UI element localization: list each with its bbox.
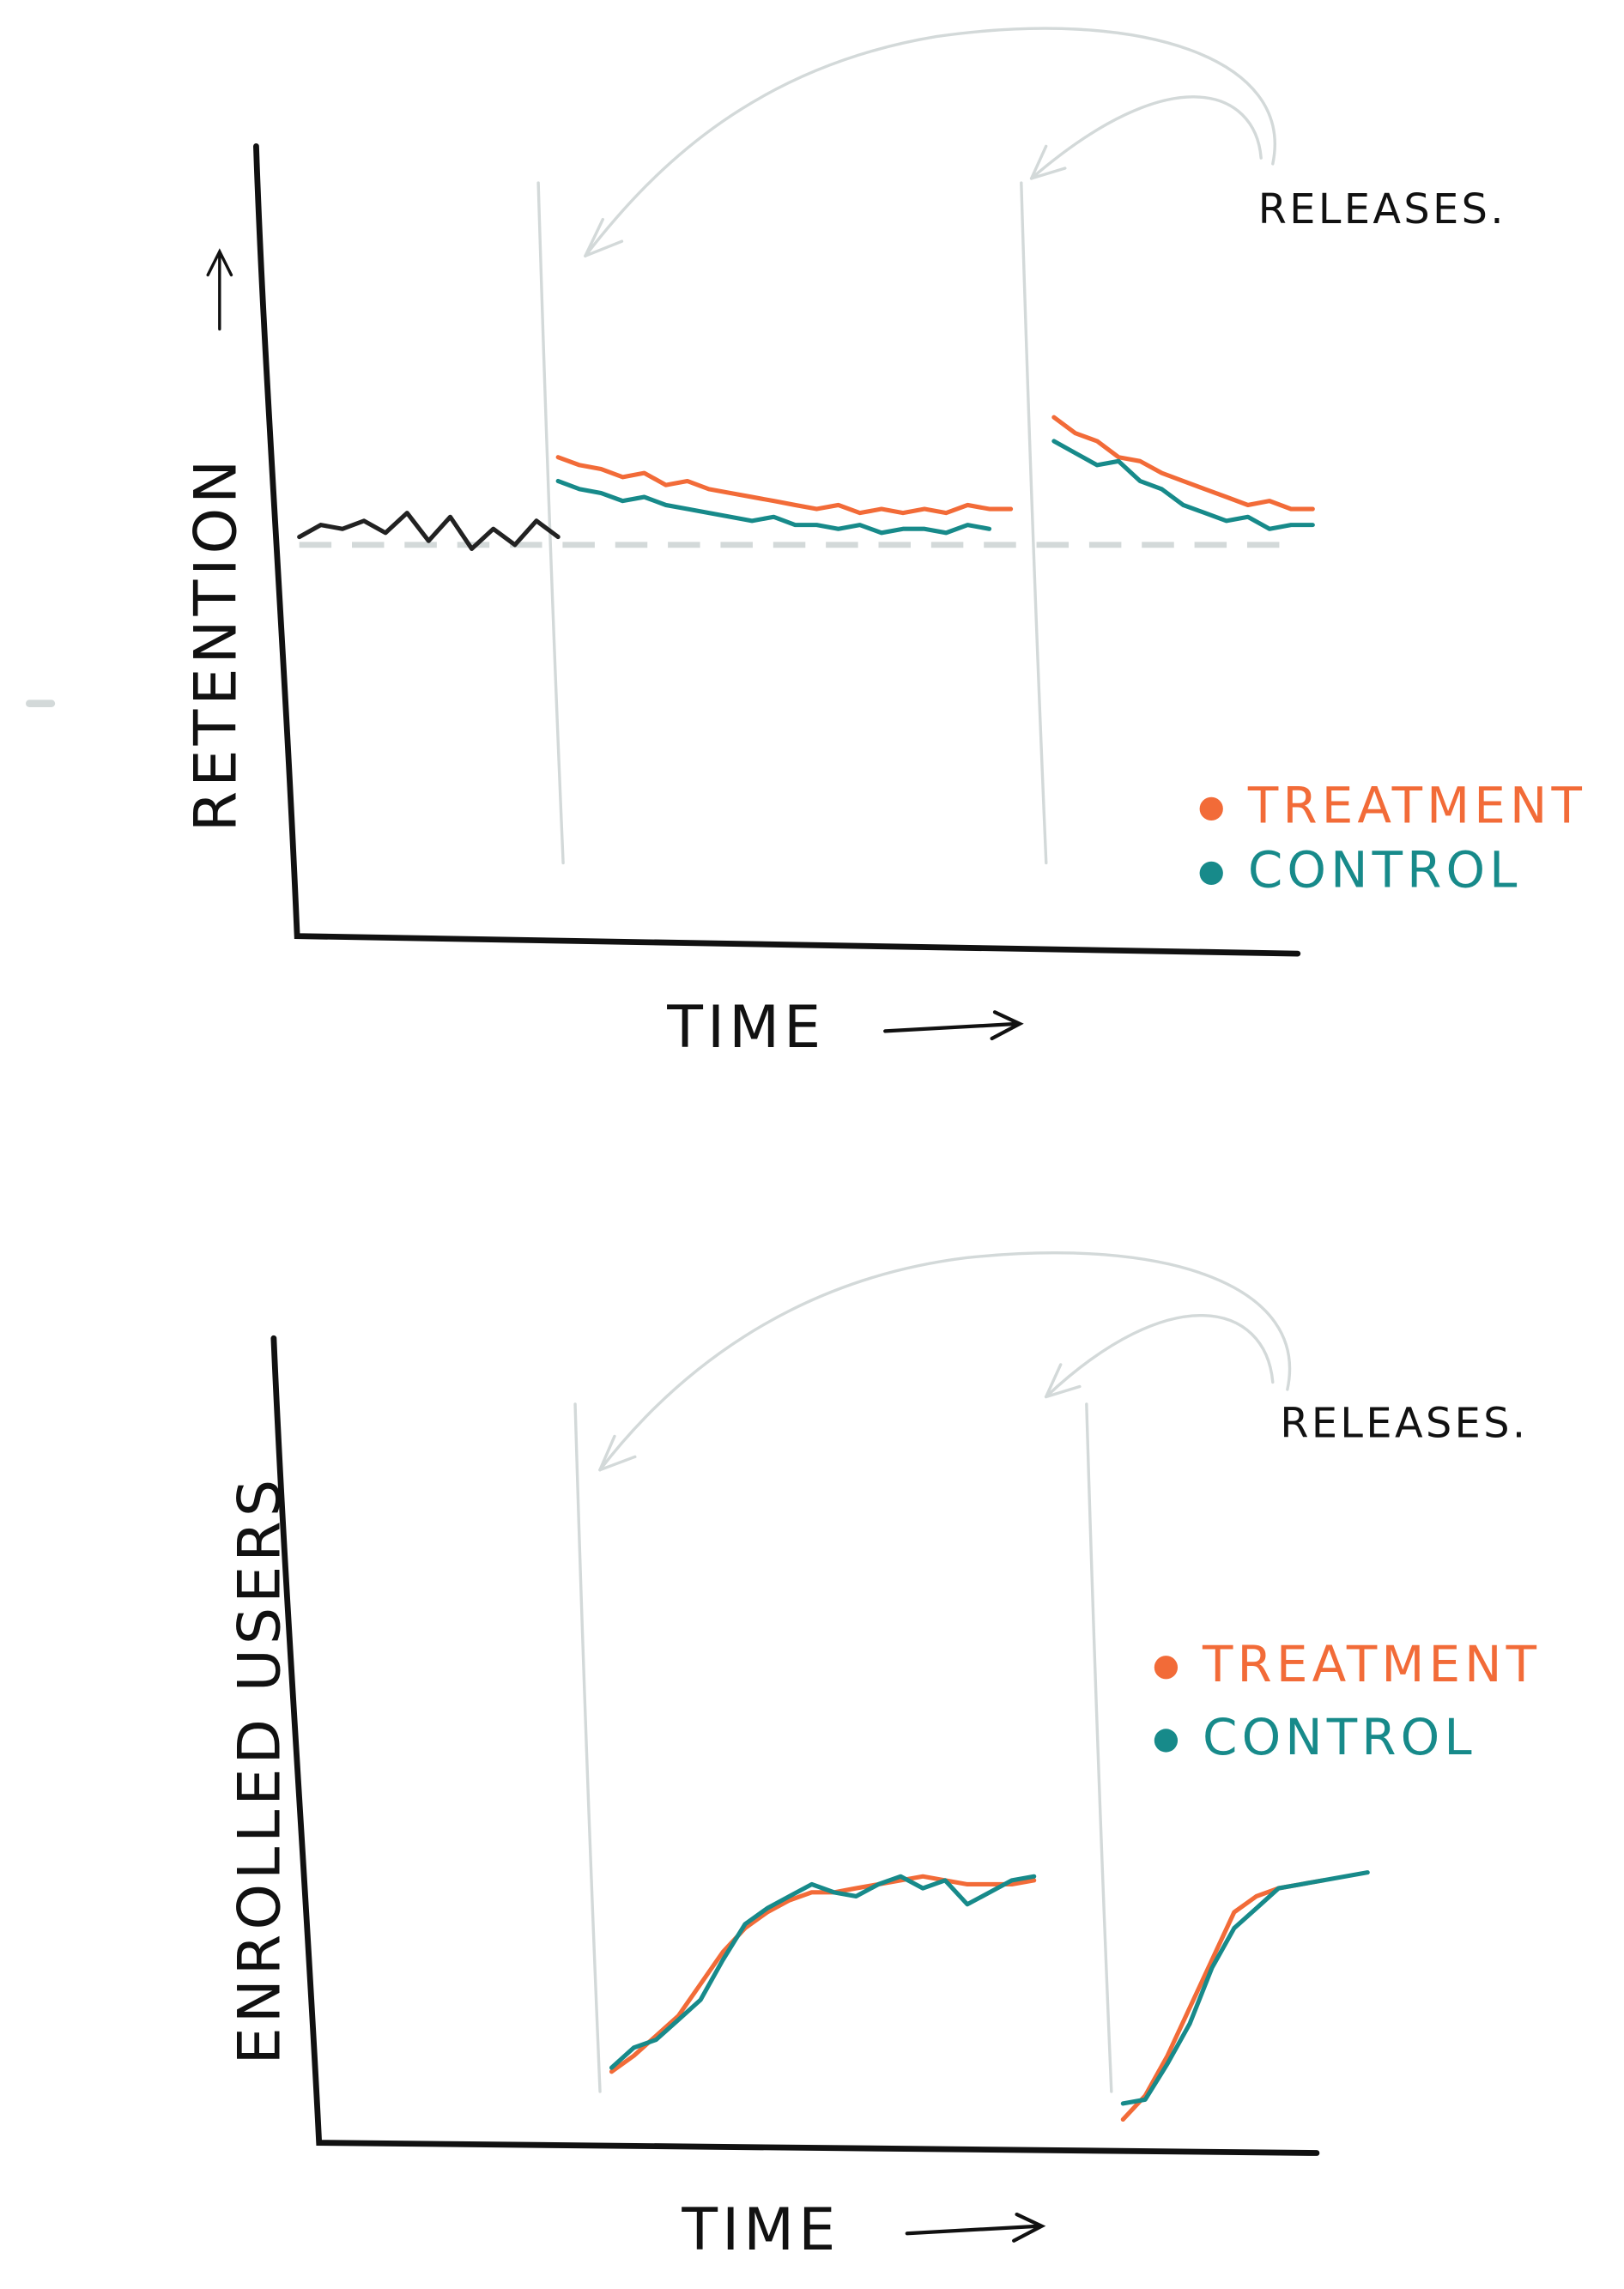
x-arrow bbox=[883, 1010, 1024, 1041]
y-arrow bbox=[206, 248, 233, 331]
release-arrow bbox=[1029, 95, 1263, 180]
releases-label: RELEASES. bbox=[1258, 186, 1506, 233]
x-axis-label: TIME bbox=[666, 994, 825, 1062]
y-axis-label: ENROLLED USERS bbox=[226, 1475, 294, 2065]
legend-dot bbox=[1199, 861, 1223, 886]
arrowhead bbox=[598, 1434, 637, 1472]
series-line bbox=[297, 511, 561, 551]
legend-dot bbox=[1154, 1656, 1179, 1680]
series-line bbox=[609, 1870, 1370, 2106]
y-axis-label: RETENTION bbox=[182, 456, 250, 832]
release-line bbox=[536, 181, 565, 865]
release-arrow bbox=[1044, 1314, 1275, 1399]
series-line bbox=[609, 1874, 1325, 2122]
release-line bbox=[573, 1402, 602, 2093]
axes bbox=[270, 1335, 1320, 2156]
release-arrow bbox=[584, 27, 1276, 257]
legend-label: TREATMENT bbox=[1202, 1635, 1541, 1693]
releases-label: RELEASES. bbox=[1280, 1401, 1528, 1448]
arrowhead bbox=[584, 217, 624, 257]
legend-dot bbox=[1199, 796, 1223, 821]
x-axis-label: TIME bbox=[681, 2196, 839, 2264]
axes bbox=[253, 143, 1301, 957]
release-line bbox=[1020, 181, 1048, 865]
series-line bbox=[555, 415, 1315, 516]
release-line bbox=[1085, 1402, 1113, 2093]
series-line bbox=[555, 439, 1315, 536]
arrowhead bbox=[1029, 144, 1067, 180]
x-arrow bbox=[905, 2212, 1046, 2243]
release-arrow bbox=[598, 1251, 1292, 1472]
legend-label: CONTROL bbox=[1203, 1708, 1476, 1766]
legend-label: TREATMENT bbox=[1247, 777, 1586, 835]
legend-label: CONTROL bbox=[1248, 840, 1522, 899]
legend-dot bbox=[1154, 1729, 1179, 1753]
arrowhead bbox=[1044, 1363, 1082, 1399]
